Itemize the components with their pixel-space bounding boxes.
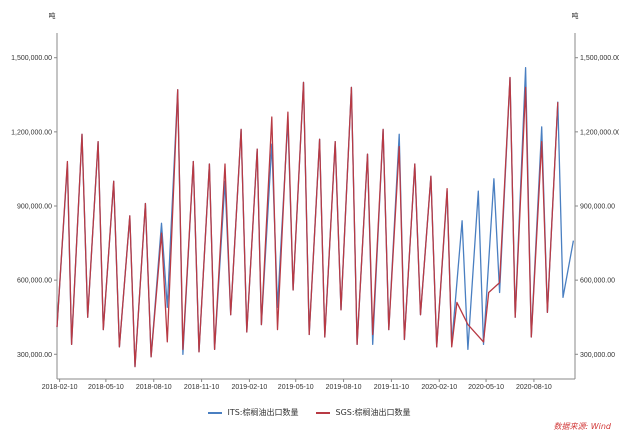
x-tick-label: 2018-05-10 [88,384,124,391]
x-tick-label: 2020-05-10 [468,384,504,391]
legend-item-sgs[interactable]: SGS:棕榈油出口数量 [316,407,411,418]
x-tick-label: 2018-11-10 [184,384,219,391]
series-line-sgs [56,76,559,368]
left-y-ticks: 300,000.00 600,000.00 900,000.00 1,200,000.… [11,55,57,359]
legend-label-sgs: SGS:棕榈油出口数量 [335,408,411,417]
left-y-tick-label: 1,500,000.00 [11,55,52,62]
x-tick-label: 2020-08-10 [516,384,552,391]
x-ticks: 2018-02-10 2018-05-10 2018-08-10 2018-11-10… [42,379,552,391]
right-y-tick-label: 300,000.00 [580,352,615,359]
legend: ITS:棕榈油出口数量 SGS:棕榈油出口数量 [0,407,619,418]
legend-label-its: ITS:棕榈油出口数量 [227,408,299,417]
left-y-tick-label: 300,000.00 [17,352,52,359]
left-y-tick-label: 600,000.00 [17,278,52,285]
legend-swatch-sgs [316,411,331,414]
right-y-tick-label: 900,000.00 [580,204,615,211]
legend-item-its[interactable]: ITS:棕榈油出口数量 [208,407,298,418]
x-tick-label: 2018-08-10 [136,384,172,391]
x-tick-label: 2019-02-10 [232,384,268,391]
series-group [56,66,575,368]
left-y-tick-label: 1,200,000.00 [11,129,52,136]
right-unit-label: 吨 [572,11,579,20]
right-y-tick-label: 600,000.00 [580,278,615,285]
x-tick-label: 2019-11-10 [374,384,409,391]
x-tick-label: 2019-08-10 [326,384,362,391]
x-tick-label: 2019-05-10 [278,384,314,391]
x-tick-label: 2020-02-10 [421,384,457,391]
left-unit-label: 吨 [49,11,56,20]
x-tick-label: 2018-02-10 [42,384,78,391]
right-y-tick-label: 1,200,000.00 [580,129,619,136]
right-y-ticks: 300,000.00 600,000.00 900,000.00 1,200,000.… [575,55,619,359]
source-note: 数据来源: Wind [553,422,611,431]
right-y-tick-label: 1,500,000.00 [580,55,619,62]
left-y-tick-label: 900,000.00 [17,204,52,211]
legend-swatch-its [208,411,223,414]
